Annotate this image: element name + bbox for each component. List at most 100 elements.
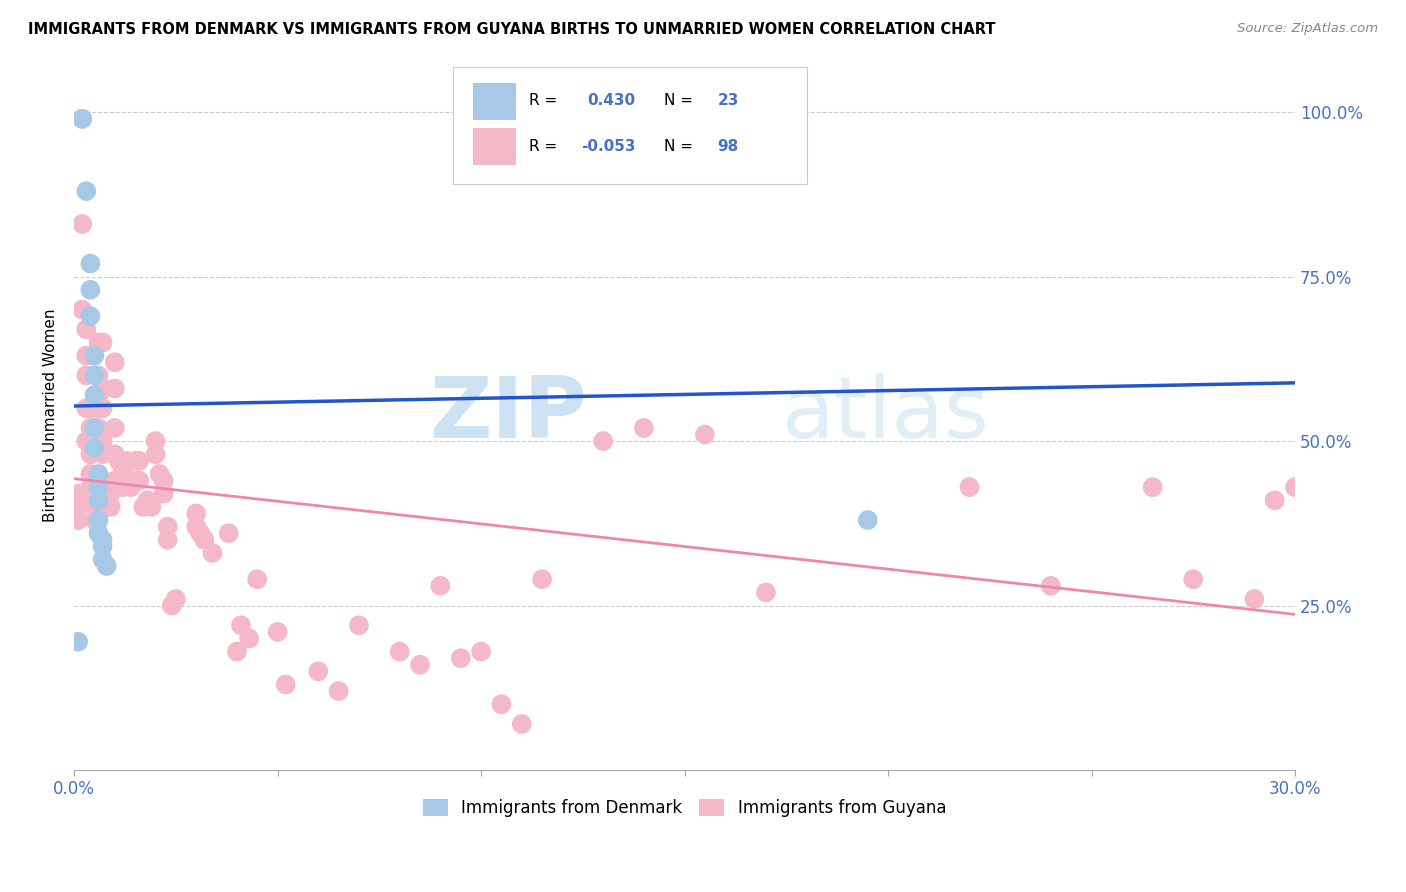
- Point: [96, 500, 118, 514]
- Point: [531, 572, 554, 586]
- Point: [152, 487, 174, 501]
- Point: [91, 382, 114, 396]
- Point: [510, 717, 533, 731]
- Point: [120, 480, 142, 494]
- Point: [75, 184, 97, 198]
- Point: [111, 480, 134, 494]
- FancyBboxPatch shape: [453, 67, 807, 184]
- Point: [755, 585, 778, 599]
- Point: [91, 447, 114, 461]
- Point: [124, 454, 146, 468]
- Point: [186, 507, 208, 521]
- Point: [186, 519, 208, 533]
- Point: [83, 441, 105, 455]
- Point: [87, 480, 110, 494]
- Point: [238, 632, 260, 646]
- Text: Source: ZipAtlas.com: Source: ZipAtlas.com: [1237, 22, 1378, 36]
- Point: [70, 112, 93, 126]
- Point: [429, 579, 451, 593]
- Point: [111, 460, 134, 475]
- Point: [67, 487, 90, 501]
- Point: [87, 388, 110, 402]
- Point: [470, 644, 492, 658]
- Point: [83, 487, 105, 501]
- Point: [108, 454, 131, 468]
- Point: [128, 454, 150, 468]
- Text: 0.430: 0.430: [586, 94, 636, 108]
- Point: [328, 684, 350, 698]
- Point: [91, 401, 114, 416]
- Point: [633, 421, 655, 435]
- Point: [104, 447, 127, 461]
- Point: [141, 500, 163, 514]
- Point: [87, 421, 110, 435]
- Text: N =: N =: [664, 94, 693, 108]
- Point: [96, 480, 118, 494]
- Point: [87, 368, 110, 383]
- Point: [218, 526, 240, 541]
- Point: [409, 657, 432, 672]
- Point: [104, 382, 127, 396]
- Point: [856, 513, 879, 527]
- Point: [75, 349, 97, 363]
- Point: [145, 434, 167, 449]
- Text: 98: 98: [717, 139, 738, 153]
- Point: [79, 447, 101, 461]
- Text: ZIP: ZIP: [429, 373, 586, 457]
- Point: [229, 618, 252, 632]
- Point: [165, 591, 187, 606]
- Point: [307, 665, 329, 679]
- Point: [104, 474, 127, 488]
- Point: [450, 651, 472, 665]
- Point: [124, 474, 146, 488]
- Point: [388, 644, 411, 658]
- Point: [104, 355, 127, 369]
- Point: [108, 474, 131, 488]
- Point: [347, 618, 370, 632]
- Point: [87, 513, 110, 527]
- Point: [96, 487, 118, 501]
- Point: [100, 487, 122, 501]
- Point: [91, 533, 114, 547]
- Point: [87, 526, 110, 541]
- Point: [156, 533, 179, 547]
- Point: [152, 474, 174, 488]
- Point: [83, 513, 105, 527]
- Point: [79, 401, 101, 416]
- Point: [225, 644, 247, 658]
- Point: [91, 552, 114, 566]
- Point: [96, 559, 118, 574]
- Point: [1264, 493, 1286, 508]
- Point: [145, 447, 167, 461]
- Point: [79, 480, 101, 494]
- Point: [592, 434, 614, 449]
- Point: [128, 474, 150, 488]
- Point: [83, 349, 105, 363]
- Point: [136, 493, 159, 508]
- Point: [83, 368, 105, 383]
- Point: [959, 480, 981, 494]
- Point: [87, 493, 110, 508]
- Point: [491, 697, 513, 711]
- Text: IMMIGRANTS FROM DENMARK VS IMMIGRANTS FROM GUYANA BIRTHS TO UNMARRIED WOMEN CORR: IMMIGRANTS FROM DENMARK VS IMMIGRANTS FR…: [28, 22, 995, 37]
- Text: atlas: atlas: [782, 373, 990, 457]
- Point: [75, 322, 97, 336]
- Point: [156, 519, 179, 533]
- Text: N =: N =: [664, 139, 693, 153]
- Point: [1284, 480, 1306, 494]
- Point: [91, 434, 114, 449]
- Point: [67, 634, 90, 648]
- Point: [83, 421, 105, 435]
- Point: [201, 546, 224, 560]
- Point: [100, 500, 122, 514]
- Text: 23: 23: [717, 94, 740, 108]
- Text: -0.053: -0.053: [581, 139, 636, 153]
- Legend: Immigrants from Denmark, Immigrants from Guyana: Immigrants from Denmark, Immigrants from…: [415, 791, 955, 826]
- Point: [693, 427, 716, 442]
- Point: [104, 421, 127, 435]
- Point: [266, 624, 288, 639]
- Point: [160, 599, 183, 613]
- Point: [91, 540, 114, 554]
- Point: [83, 480, 105, 494]
- FancyBboxPatch shape: [474, 128, 516, 165]
